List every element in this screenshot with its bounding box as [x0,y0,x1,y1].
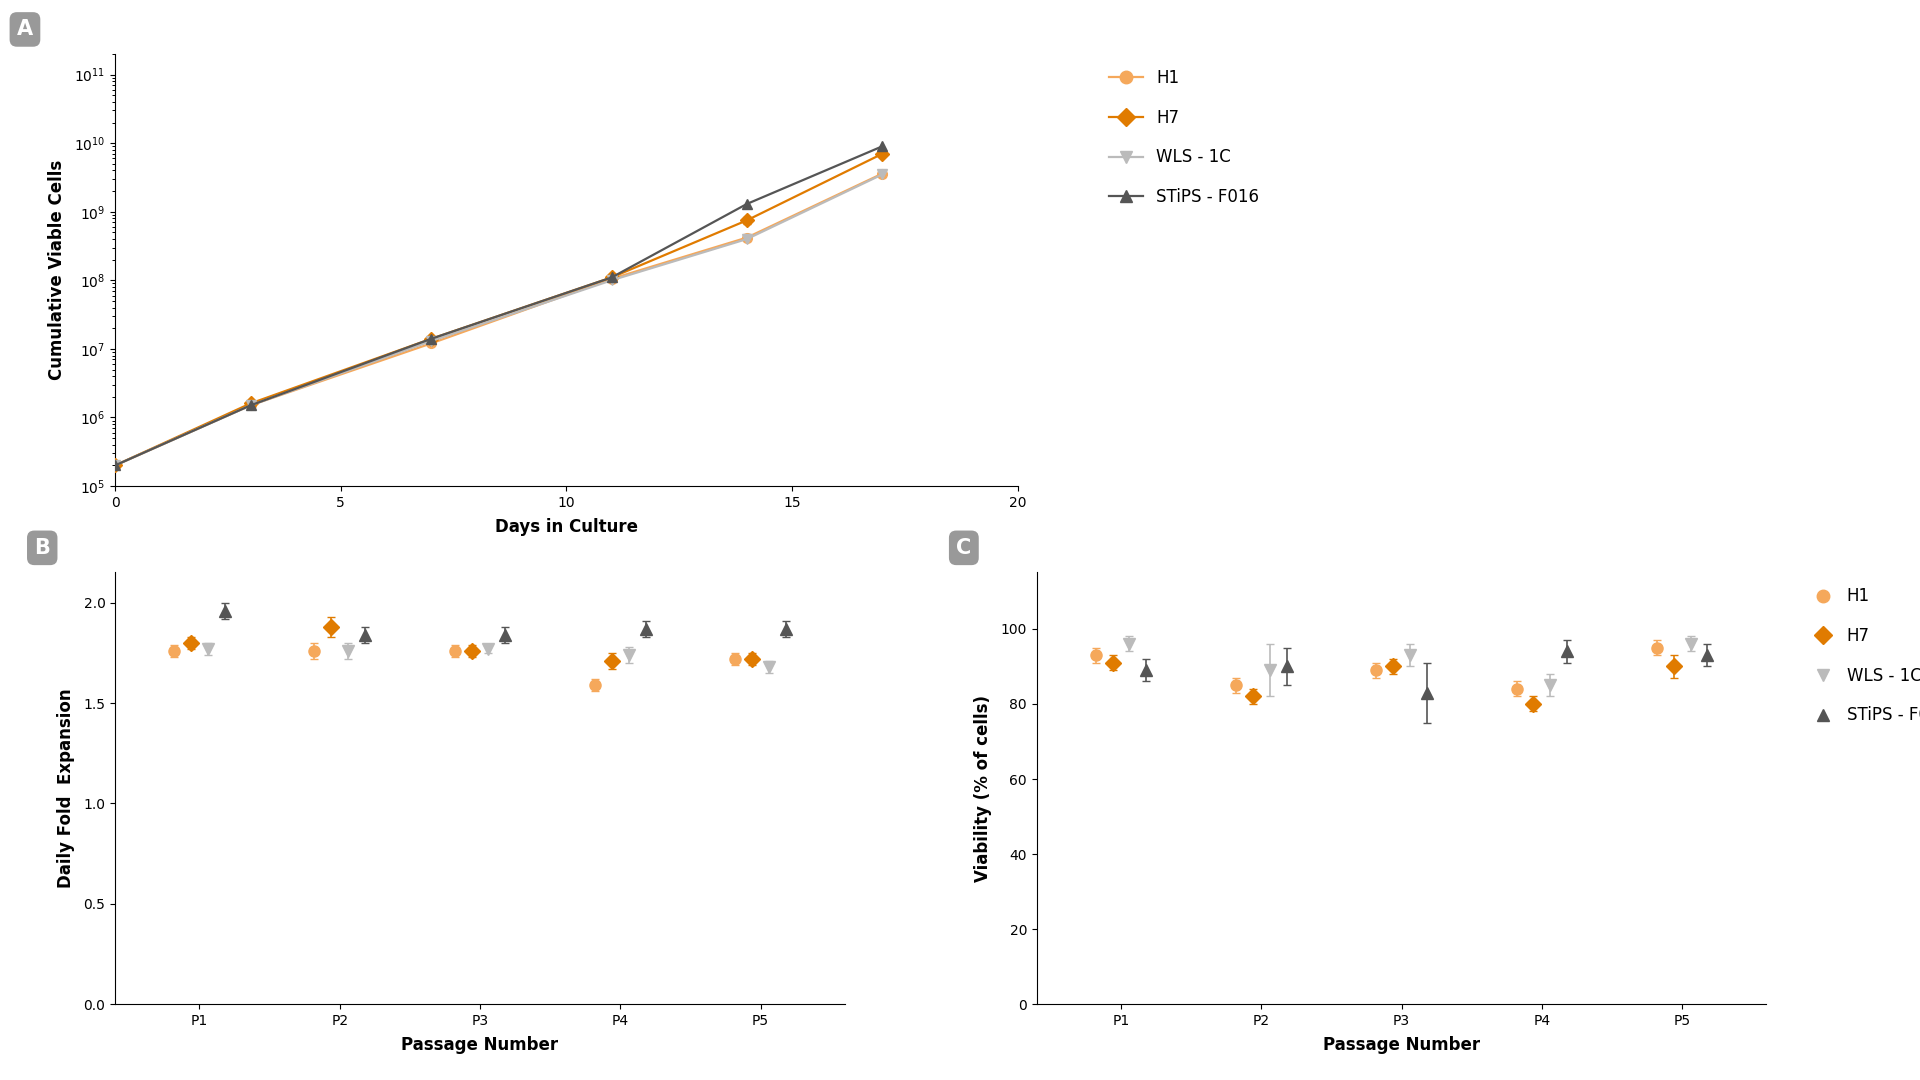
Y-axis label: Daily Fold  Expansion: Daily Fold Expansion [58,689,75,888]
Text: B: B [35,538,50,558]
Text: A: A [17,19,33,40]
Y-axis label: Cumulative Viable Cells: Cumulative Viable Cells [48,160,65,380]
X-axis label: Days in Culture: Days in Culture [495,518,637,536]
X-axis label: Passage Number: Passage Number [401,1037,559,1054]
Legend: H1, H7, WLS - 1C, STiPS - F016: H1, H7, WLS - 1C, STiPS - F016 [1102,63,1265,213]
X-axis label: Passage Number: Passage Number [1323,1037,1480,1054]
Y-axis label: Viability (% of cells): Viability (% of cells) [973,694,993,882]
Legend: H1, H7, WLS - 1C, STiPS - F016: H1, H7, WLS - 1C, STiPS - F016 [1803,581,1920,731]
Text: C: C [956,538,972,558]
